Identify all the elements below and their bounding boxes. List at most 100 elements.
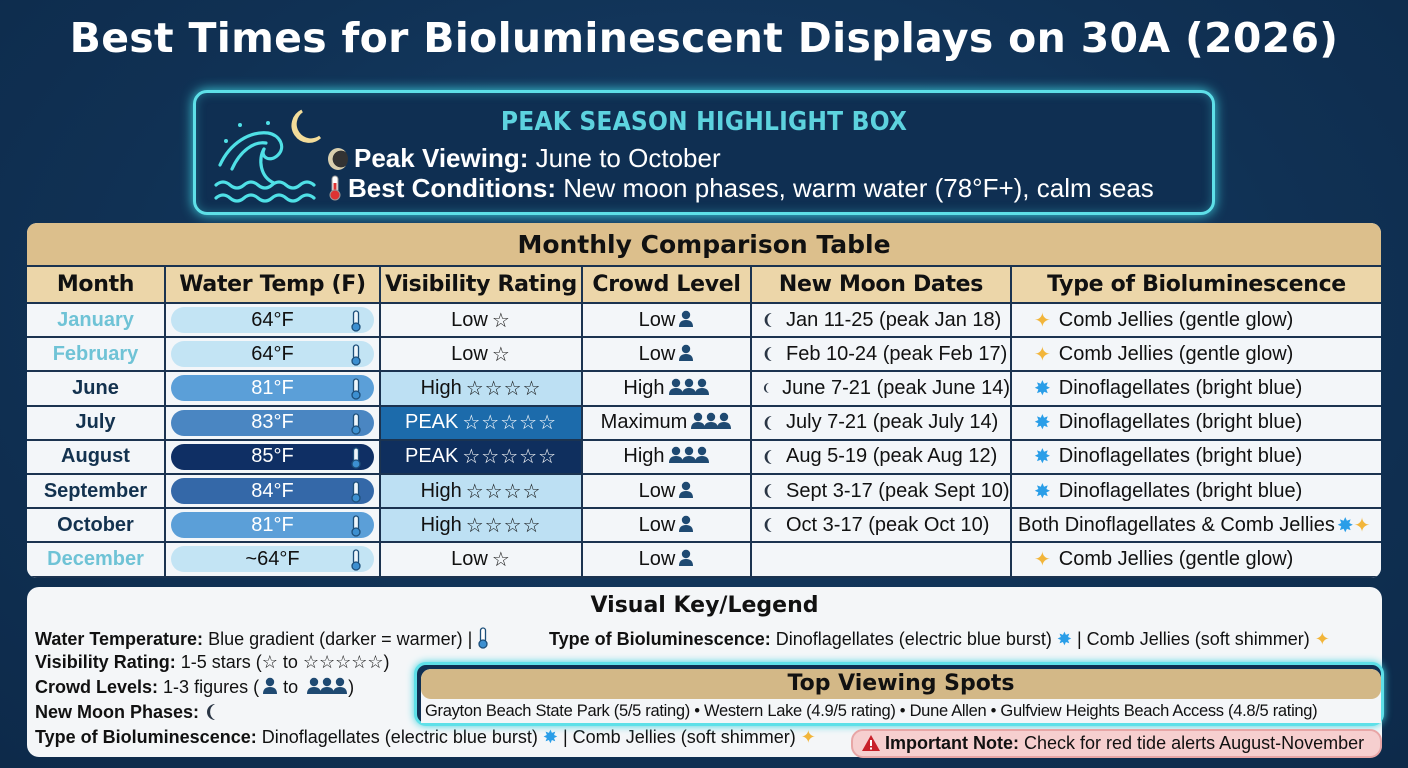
header-water-temp: Water Temp (F) bbox=[166, 267, 381, 304]
star-rating-icon: ☆ bbox=[491, 548, 511, 571]
cell-month: June bbox=[27, 372, 166, 407]
cell-visibility: High ☆☆☆☆ bbox=[381, 372, 583, 407]
highlight-title: PEAK SEASON HIGHLIGHT BOX bbox=[500, 107, 908, 137]
legend-water-temp: Water Temperature: Blue gradient (darker… bbox=[35, 627, 489, 650]
crescent-moon-icon bbox=[764, 518, 772, 533]
cell-month: January bbox=[27, 304, 166, 339]
group-icon bbox=[665, 377, 710, 400]
legend-type-top: Type of Bioluminescence: Dinoflagellates… bbox=[549, 629, 1330, 649]
cell-type: ✦ Comb Jellies (gentle glow) bbox=[1012, 338, 1381, 373]
moon-phase-icon bbox=[328, 148, 348, 170]
top-viewing-spots: Top Viewing Spots Grayton Beach State Pa… bbox=[414, 662, 1384, 726]
cell-crowd: High bbox=[583, 440, 752, 475]
group-icon bbox=[303, 677, 348, 697]
star-rating-icon: ☆☆☆☆☆ bbox=[462, 446, 557, 469]
temp-pill: 85°F bbox=[171, 443, 374, 470]
crescent-moon-icon bbox=[764, 484, 772, 499]
burst-icon: ✸ bbox=[1034, 412, 1051, 435]
cell-new-moon: Sept 3-17 (peak Sept 10) bbox=[752, 474, 1012, 510]
cell-month: December bbox=[27, 543, 166, 578]
sparkle-icon: ✦ bbox=[1034, 548, 1051, 571]
star-rating-icon: ☆☆☆☆ bbox=[465, 514, 542, 537]
thermometer-icon bbox=[478, 627, 489, 649]
crescent-moon-icon bbox=[291, 109, 322, 143]
cell-crowd: Low bbox=[583, 474, 752, 510]
header-type: Type of Bioluminescence bbox=[1012, 267, 1381, 304]
cell-crowd: High bbox=[583, 372, 752, 407]
thermometer-icon bbox=[351, 413, 361, 435]
visual-key-legend: Visual Key/Legend Water Temperature: Blu… bbox=[27, 587, 1384, 757]
cell-visibility: High ☆☆☆☆ bbox=[381, 509, 583, 544]
cell-type: ✦ Comb Jellies (gentle glow) bbox=[1012, 304, 1381, 339]
cell-water-temp: 83°F bbox=[166, 406, 381, 441]
cell-month: August bbox=[27, 440, 166, 475]
thermometer-icon bbox=[351, 515, 361, 537]
temp-pill: 81°F bbox=[171, 375, 374, 402]
temp-pill: ~64°F bbox=[171, 546, 374, 573]
crescent-moon-icon bbox=[764, 449, 772, 464]
crescent-moon-icon bbox=[764, 415, 772, 430]
legend-type: Type of Bioluminescence: Dinoflagellates… bbox=[35, 727, 816, 747]
thermometer-icon bbox=[351, 344, 361, 366]
legend-title: Visual Key/Legend bbox=[590, 593, 819, 618]
cell-new-moon: Feb 10-24 (peak Feb 17) bbox=[752, 338, 1012, 373]
best-conditions-line: Best Conditions: New moon phases, warm w… bbox=[328, 173, 1154, 204]
cell-type: Both Dinoflagellates & Comb Jellies ✸ ✦ bbox=[1012, 509, 1381, 544]
legend-crowd: Crowd Levels: 1-3 figures ( to ) bbox=[35, 677, 355, 697]
person-icon bbox=[675, 309, 694, 332]
page-title: Best Times for Bioluminescent Displays o… bbox=[69, 14, 1339, 62]
cell-new-moon: June 7-21 (peak June 14) bbox=[752, 372, 1012, 407]
person-icon bbox=[675, 548, 694, 571]
sparkle-icon: ✦ bbox=[1034, 309, 1051, 332]
cell-type: ✦ Comb Jellies (gentle glow) bbox=[1012, 543, 1381, 578]
cell-month: October bbox=[27, 509, 166, 544]
temp-pill: 84°F bbox=[171, 478, 374, 505]
thermometer-icon bbox=[351, 481, 361, 503]
star-rating-icon: ☆☆☆☆☆ bbox=[462, 412, 557, 435]
spots-title: Top Viewing Spots bbox=[421, 669, 1381, 699]
peak-season-highlight-box: PEAK SEASON HIGHLIGHT BOX Peak Viewing: … bbox=[193, 90, 1215, 215]
legend-moon: New Moon Phases: bbox=[35, 702, 220, 723]
star-rating-icon: ☆ bbox=[491, 309, 511, 332]
thermometer-icon bbox=[351, 310, 361, 332]
crescent-moon-icon bbox=[764, 313, 772, 328]
thermometer-icon bbox=[351, 549, 361, 572]
cell-water-temp: ~64°F bbox=[166, 543, 381, 578]
burst-icon: ✸ bbox=[1056, 629, 1072, 649]
cell-type: ✸ Dinoflagellates (bright blue) bbox=[1012, 474, 1381, 510]
cell-crowd: Low bbox=[583, 304, 752, 339]
cell-crowd: Low bbox=[583, 338, 752, 373]
header-crowd: Crowd Level bbox=[583, 267, 752, 304]
temp-pill: 81°F bbox=[171, 512, 374, 539]
crescent-moon-icon bbox=[764, 347, 772, 362]
person-icon bbox=[675, 480, 694, 503]
group-icon bbox=[687, 411, 732, 434]
cell-month: September bbox=[27, 474, 166, 510]
cell-type: ✸ Dinoflagellates (bright blue) bbox=[1012, 440, 1381, 475]
temp-pill: 64°F bbox=[171, 307, 374, 334]
thermometer-icon bbox=[329, 175, 341, 201]
cell-new-moon: Jan 11-25 (peak Jan 18) bbox=[752, 304, 1012, 339]
cell-month: July bbox=[27, 406, 166, 441]
cell-crowd: Low bbox=[583, 543, 752, 578]
cell-visibility: PEAK ☆☆☆☆☆ bbox=[381, 406, 583, 441]
thermometer-icon bbox=[351, 447, 361, 469]
group-icon bbox=[665, 445, 710, 468]
cell-visibility: PEAK ☆☆☆☆☆ bbox=[381, 440, 583, 475]
sparkle-icon: ✦ bbox=[1314, 629, 1330, 649]
header-month: Month bbox=[27, 267, 166, 304]
burst-icon: ✸ bbox=[542, 727, 558, 747]
header-new-moon: New Moon Dates bbox=[752, 267, 1012, 304]
sparkle-icon: ✦ bbox=[800, 727, 816, 747]
cell-water-temp: 85°F bbox=[166, 440, 381, 475]
cell-visibility: Low ☆ bbox=[381, 304, 583, 339]
cell-crowd: Maximum bbox=[583, 406, 752, 441]
cell-water-temp: 84°F bbox=[166, 474, 381, 510]
burst-icon: ✸ bbox=[1034, 480, 1051, 503]
burst-icon: ✸ bbox=[1034, 446, 1051, 469]
peak-viewing-line: Peak Viewing: June to October bbox=[328, 143, 721, 174]
burst-icon: ✸ bbox=[1034, 377, 1051, 400]
cell-water-temp: 64°F bbox=[166, 338, 381, 373]
crescent-moon-icon bbox=[763, 383, 769, 394]
person-icon bbox=[675, 514, 694, 537]
